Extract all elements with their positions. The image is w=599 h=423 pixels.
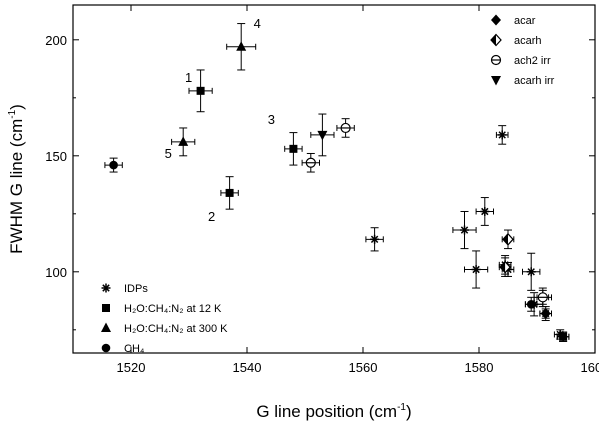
circle-shape xyxy=(526,299,536,309)
legend-marker xyxy=(102,304,110,312)
point-annotation: 2 xyxy=(208,209,215,224)
star-stroke xyxy=(498,131,506,139)
x-tick-label: 1520 xyxy=(117,360,146,375)
data-point xyxy=(305,157,316,168)
star-stroke xyxy=(481,207,489,216)
data-point xyxy=(559,332,568,341)
data-point xyxy=(480,206,490,216)
data-point xyxy=(178,136,189,146)
point-annotation: 5 xyxy=(165,146,172,161)
error-bars xyxy=(104,23,570,342)
data-point xyxy=(537,292,548,303)
legend-label: IDPs xyxy=(124,283,148,295)
x-axis-label: G line position (cm-1) xyxy=(256,402,411,421)
square-shape xyxy=(289,144,298,153)
point-annotation: 1 xyxy=(185,70,192,85)
legend-marker xyxy=(490,33,502,47)
star-stroke xyxy=(527,268,535,276)
legend-marker xyxy=(491,76,501,86)
data-point xyxy=(109,160,118,170)
data-point xyxy=(526,299,536,309)
legend-marker xyxy=(101,322,111,332)
triangle-shape xyxy=(178,136,189,146)
y-tick-label: 150 xyxy=(45,149,67,164)
x-tick-label: 1600 xyxy=(581,360,599,375)
star-stroke xyxy=(102,284,110,292)
data-point xyxy=(499,260,511,274)
square-shape xyxy=(559,332,568,341)
diamond-half-fill xyxy=(500,261,506,273)
y-tick-label: 200 xyxy=(45,33,67,48)
legend-marker xyxy=(491,14,501,26)
point-annotation: 3 xyxy=(268,112,275,127)
legend-marker xyxy=(101,343,111,353)
axis-ticks: 1520 1540 1560 1580 1600 100 150 200 xyxy=(45,5,599,375)
star-stroke xyxy=(370,235,379,244)
data-point xyxy=(236,41,247,51)
circle-shape xyxy=(101,343,111,353)
star-stroke xyxy=(460,226,469,234)
y-tick-label: 100 xyxy=(45,265,67,280)
data-points: 1 2 3 4 5 xyxy=(109,16,568,342)
data-point xyxy=(471,264,481,274)
data-point xyxy=(502,232,514,246)
legend-label: H₂O:CH₄:N₂ at 12 K xyxy=(124,303,222,315)
legend-label: acarh irr xyxy=(514,75,555,87)
point-annotation: 4 xyxy=(254,16,261,31)
plot-frame xyxy=(72,4,596,354)
legend-label: acar xyxy=(514,15,536,27)
y-axis-label: FWHM G line (cm-1) xyxy=(7,104,26,254)
legend-marker xyxy=(490,54,502,66)
legend-label: ach2 irr xyxy=(514,55,551,67)
legend-label: acarh xyxy=(514,35,542,47)
square-shape xyxy=(225,188,234,197)
diamond-half-fill xyxy=(503,233,508,245)
data-point xyxy=(460,225,469,235)
square-shape xyxy=(102,304,110,312)
triangle-shape xyxy=(236,41,247,51)
data-point xyxy=(497,130,507,140)
diamond-shape xyxy=(491,14,501,26)
diamond-shape xyxy=(540,308,551,320)
legends: IDPs H₂O:CH₄:N₂ at 12 K H₂O:CH₄:N₂ at 300 … xyxy=(101,14,555,355)
data-point xyxy=(340,122,351,134)
data-point xyxy=(196,86,205,95)
square-shape xyxy=(196,86,205,95)
legend-marker xyxy=(101,283,111,293)
legend-label: CH₄ xyxy=(124,343,145,355)
data-point xyxy=(526,267,536,277)
legend-label: H₂O:CH₄:N₂ at 300 K xyxy=(124,323,228,335)
data-point xyxy=(317,130,328,141)
x-tick-label: 1580 xyxy=(465,360,494,375)
data-point xyxy=(225,188,234,197)
triangle-shape xyxy=(101,322,111,332)
data-point xyxy=(289,144,298,153)
x-tick-label: 1560 xyxy=(349,360,378,375)
triangle-shape xyxy=(317,130,328,141)
data-point xyxy=(540,308,551,320)
star-stroke xyxy=(472,265,480,274)
x-tick-label: 1540 xyxy=(233,360,262,375)
circle-shape xyxy=(109,160,118,170)
diamond-half-fill xyxy=(491,34,496,46)
data-point xyxy=(370,234,380,244)
triangle-shape xyxy=(491,76,501,86)
